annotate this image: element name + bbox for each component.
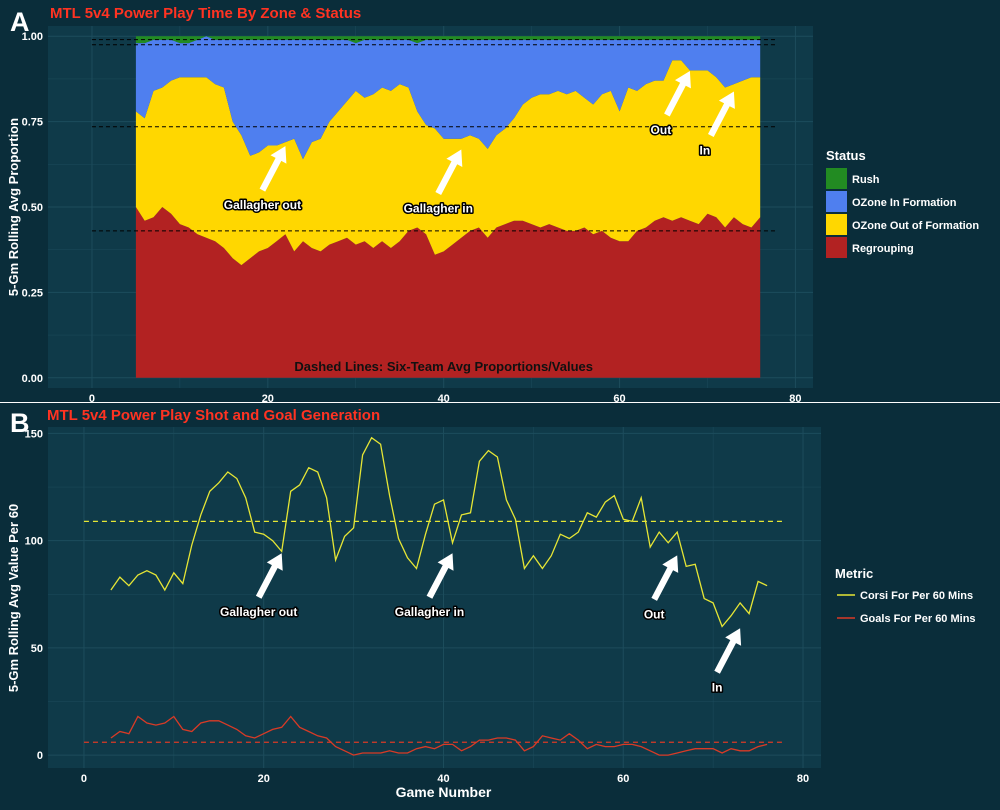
legend-label: OZone Out of Formation xyxy=(852,220,979,232)
arrow-label: Out xyxy=(644,607,665,621)
chart-annotation: Dashed Lines: Six-Team Avg Proportions/V… xyxy=(294,359,593,374)
legend-swatch xyxy=(826,237,847,258)
annotation-arrow xyxy=(426,553,454,599)
y-tick-label: 0.50 xyxy=(22,202,43,214)
chart-title: MTL 5v4 Power Play Time By Zone & Status xyxy=(50,5,361,22)
arrow-label: Out xyxy=(651,123,672,137)
legend-label: OZone In Formation xyxy=(852,197,957,209)
plot-area xyxy=(48,427,821,768)
x-tick-label: 20 xyxy=(262,393,274,405)
legend-swatch xyxy=(826,214,847,235)
y-tick-label: 0.00 xyxy=(22,373,43,385)
x-tick-label: 0 xyxy=(89,393,95,405)
x-tick-label: 80 xyxy=(789,393,801,405)
area-series-ozone_in xyxy=(135,36,761,160)
y-axis-label: 5-Gm Rolling Avg Value Per 60 xyxy=(6,504,21,692)
annotation-arrow xyxy=(259,146,287,192)
chart-title: MTL 5v4 Power Play Shot and Goal Generat… xyxy=(47,407,380,424)
line-series-corsi xyxy=(110,436,768,628)
area-series-ozone_out xyxy=(135,60,761,266)
x-tick-label: 40 xyxy=(437,773,449,785)
annotation-arrow xyxy=(714,628,742,674)
legend-swatch xyxy=(826,168,847,189)
y-tick-label: 100 xyxy=(25,536,43,548)
area-series-rush xyxy=(135,36,761,44)
x-tick-label: 40 xyxy=(438,393,450,405)
x-tick-label: 80 xyxy=(797,773,809,785)
area-series-regroup xyxy=(135,207,761,378)
legend-label: Regrouping xyxy=(852,243,914,255)
panel-letter: B xyxy=(10,408,30,438)
x-axis-label: Game Number xyxy=(396,784,492,800)
legend-title: Metric xyxy=(835,566,873,581)
x-tick-label: 60 xyxy=(617,773,629,785)
arrow-label: In xyxy=(712,680,723,694)
y-tick-label: 50 xyxy=(31,643,43,655)
x-tick-label: 0 xyxy=(81,773,87,785)
chart-panel-b: Gallagher out Gallagher in Out In 0 20 40 60 80 0… xyxy=(6,407,976,800)
y-tick-label: 0.75 xyxy=(22,117,43,129)
x-tick-label: 20 xyxy=(258,773,270,785)
x-tick-label: 60 xyxy=(613,393,625,405)
legend-swatch xyxy=(826,191,847,212)
y-tick-label: 0.25 xyxy=(22,287,43,299)
annotation-arrow xyxy=(708,91,735,137)
y-tick-label: 150 xyxy=(25,428,43,440)
y-tick-label: 1.00 xyxy=(22,31,43,43)
chart-panel-a: Dashed Lines: Six-Team Avg Proportions/V… xyxy=(6,5,979,405)
legend: Status Rush OZone In Formation OZone Out of… xyxy=(826,148,979,258)
arrow-label: Gallagher out xyxy=(224,198,301,212)
arrow-label: Gallagher in xyxy=(395,605,464,619)
legend-title: Status xyxy=(826,148,866,163)
annotation-arrow xyxy=(651,555,679,601)
panel-letter: A xyxy=(10,7,30,37)
legend: Metric Corsi For Per 60 Mins Goals For Per… xyxy=(835,566,976,625)
line-series-goals xyxy=(110,715,768,756)
legend-label: Goals For Per 60 Mins xyxy=(860,613,976,625)
arrow-label: In xyxy=(700,143,711,157)
y-tick-label: 0 xyxy=(37,750,43,762)
annotation-arrow xyxy=(664,71,691,117)
arrow-label: Gallagher out xyxy=(220,605,297,619)
arrow-label: Gallagher in xyxy=(404,202,473,216)
y-axis-label: 5-Gm Rolling Avg Proportion xyxy=(6,118,21,296)
legend-label: Corsi For Per 60 Mins xyxy=(860,590,973,602)
annotation-arrow xyxy=(435,149,463,195)
legend-label: Rush xyxy=(852,174,880,186)
annotation-arrow xyxy=(255,553,283,599)
